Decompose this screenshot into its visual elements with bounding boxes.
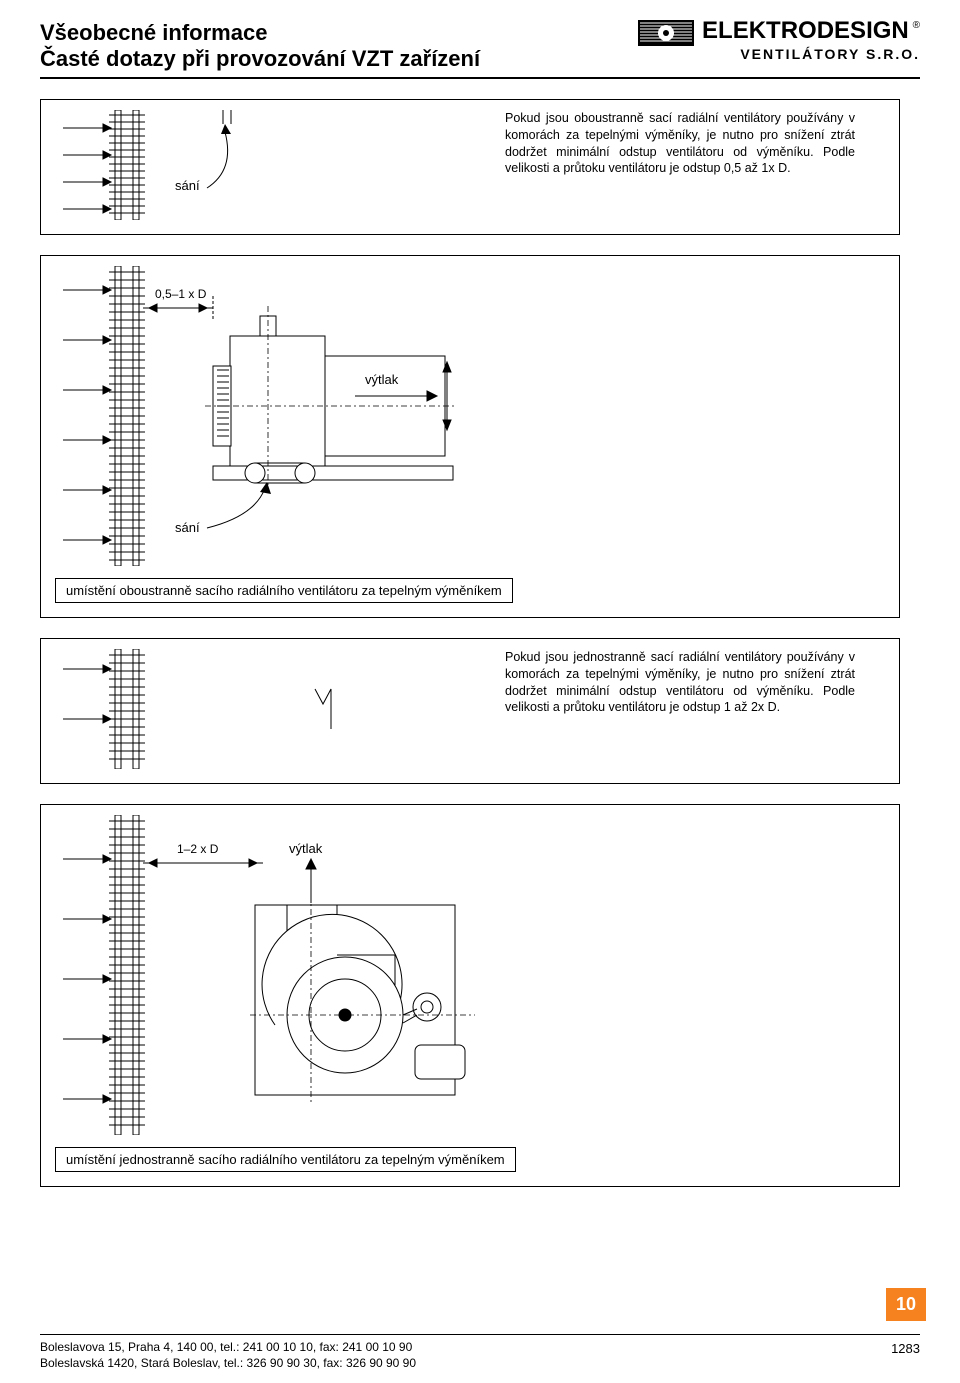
block2-caption-wrap: umístění jednostranně sacího radiálního …	[55, 1147, 885, 1172]
block2-caption: umístění jednostranně sacího radiálního …	[55, 1147, 516, 1172]
label-vytlak-1: výtlak	[365, 372, 399, 387]
footer-line2: Boleslavská 1420, Stará Boleslav, tel.: …	[40, 1355, 416, 1371]
diagram-block2-main: 1–2 x D výtlak	[55, 815, 555, 1135]
footer-line1: Boleslavova 15, Praha 4, 140 00, tel.: 2…	[40, 1339, 416, 1355]
diagram-block1-top: sání	[55, 110, 475, 220]
header-titles: Všeobecné informace Časté dotazy při pro…	[40, 20, 480, 73]
diagram-block2-top	[55, 649, 475, 769]
label-vytlak-2: výtlak	[289, 841, 323, 856]
logo-registered: ®	[913, 20, 920, 31]
logo-bars-icon	[638, 20, 694, 46]
section-tab: 10	[886, 1288, 926, 1321]
block1-desc: Pokud jsou oboustranně sací radiální ven…	[505, 110, 855, 178]
block1-main-frame: 0,5–1 x D	[40, 255, 900, 618]
block2-top-frame: Pokud jsou jednostranně sací radiální ve…	[40, 638, 900, 784]
dim-label-2: 1–2 x D	[177, 842, 219, 856]
label-sani-1: sání	[175, 178, 200, 193]
logo: ELEKTRODESIGN ® VENTILÁTORY S.R.O.	[638, 20, 920, 62]
logo-name: ELEKTRODESIGN	[702, 17, 909, 44]
block1-caption-wrap: umístění oboustranně sacího radiálního v…	[55, 578, 885, 603]
page-header: Všeobecné informace Časté dotazy při pro…	[40, 20, 920, 79]
label-sani-2: sání	[175, 520, 200, 535]
block2-desc: Pokud jsou jednostranně sací radiální ve…	[505, 649, 855, 717]
dim-label-1: 0,5–1 x D	[155, 287, 207, 301]
title-line2: Časté dotazy při provozování VZT zařízen…	[40, 46, 480, 72]
block1-top-frame: sání Pokud jsou oboustranně sací radiáln…	[40, 99, 900, 235]
logo-subtitle: VENTILÁTORY S.R.O.	[638, 46, 920, 62]
diagram-block1-main: 0,5–1 x D	[55, 266, 535, 566]
page-footer: 10 Boleslavova 15, Praha 4, 140 00, tel.…	[40, 1334, 920, 1371]
page-number: 1283	[891, 1339, 920, 1356]
block1-caption: umístění oboustranně sacího radiálního v…	[55, 578, 513, 603]
title-line1: Všeobecné informace	[40, 20, 480, 46]
block2-main-frame: 1–2 x D výtlak	[40, 804, 900, 1187]
